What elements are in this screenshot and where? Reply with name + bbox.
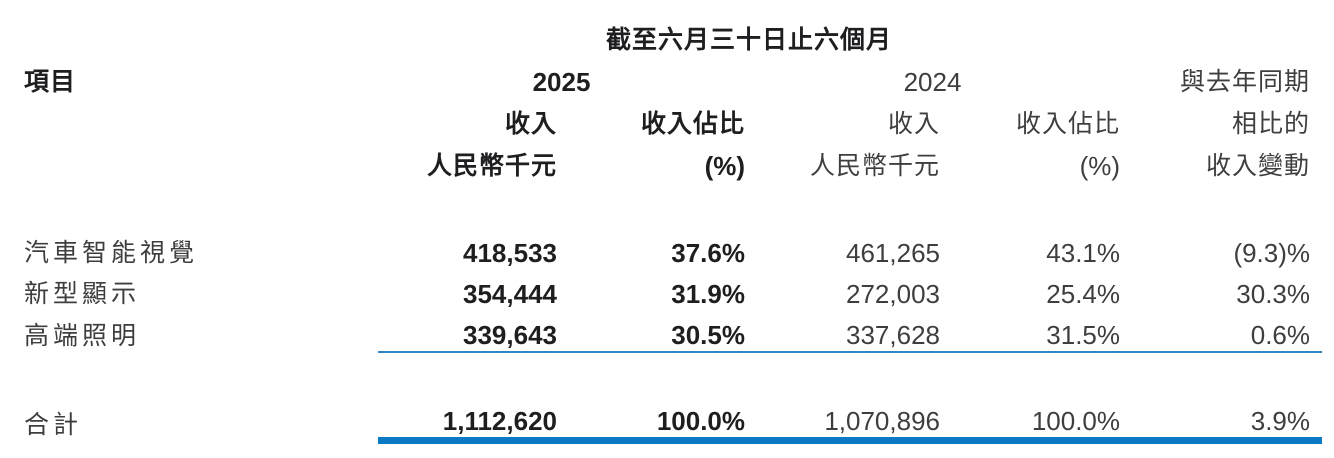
year-header-row: 項目 2025 2024 與去年同期: [24, 56, 1322, 98]
revenue-breakdown-table: 截至六月三十日止六個月 項目 2025 2024 與去年同期 收入 收入佔比 收…: [24, 10, 1323, 444]
revenue-2024-value: 272,003: [846, 279, 940, 309]
segment-label: 高端照明: [24, 322, 141, 350]
change-header-line-2: 相比的: [1232, 110, 1311, 138]
share-2024-value: 25.4%: [1046, 279, 1121, 309]
revenue-2024-value: 461,265: [846, 238, 940, 268]
share-2024-unit: (%): [1079, 151, 1121, 181]
share-2024-value: 43.1%: [1046, 238, 1121, 268]
share-2024-value: 31.5%: [940, 310, 1121, 353]
segment-label: 汽車智能視覺: [24, 239, 199, 267]
revenue-2025-total: 1,112,620: [378, 397, 557, 444]
change-header-line-1: 與去年同期: [1180, 68, 1311, 96]
item-column-header: 項目: [24, 68, 77, 96]
revenue-2024-header: 收入: [887, 110, 940, 138]
table-row-total: 合計 1,112,620 100.0% 1,070,896 100.0% 3.9…: [24, 397, 1323, 444]
change-total: 3.9%: [1120, 397, 1323, 444]
share-2025-total: 100.0%: [557, 397, 745, 444]
revenue-2025-value: 418,533: [463, 238, 557, 268]
segment-label: 新型顯示: [24, 280, 141, 308]
share-2025-value: 30.5%: [557, 310, 745, 353]
share-2024-total: 100.0%: [940, 397, 1121, 444]
revenue-2024-unit: 人民幣千元: [809, 152, 940, 180]
total-label: 合計: [24, 410, 83, 439]
spacer-row: [24, 182, 1322, 228]
period-title: 截至六月三十日止六個月: [606, 26, 893, 54]
share-2025-value: 37.6%: [671, 238, 745, 268]
empty-cell: [1120, 10, 1322, 56]
spacer-row: [24, 352, 1322, 397]
share-2025-header: 收入佔比: [640, 110, 745, 138]
revenue-2025-header: 收入: [504, 110, 557, 138]
year-2024-header: 2024: [903, 67, 962, 97]
table-row-high-end-lighting: 高端照明 339,643 30.5% 337,628 31.5% 0.6%: [24, 310, 1323, 353]
change-header-line-3: 收入變動: [1206, 152, 1311, 180]
table-row-new-display: 新型顯示 354,444 31.9% 272,003 25.4% 30.3%: [24, 269, 1322, 310]
share-2024-header: 收入佔比: [1016, 110, 1121, 138]
empty-cell: [24, 140, 378, 182]
share-2025-unit: (%): [704, 151, 745, 181]
column-header-row: 收入 收入佔比 收入 收入佔比 相比的: [24, 98, 1322, 140]
change-value: (9.3)%: [1233, 238, 1311, 268]
share-2025-value: 31.9%: [671, 279, 745, 309]
year-2025-header: 2025: [532, 67, 591, 97]
empty-cell: [24, 98, 378, 140]
period-title-row: 截至六月三十日止六個月: [24, 10, 1322, 56]
revenue-2025-unit: 人民幣千元: [426, 152, 557, 180]
revenue-2025-value: 354,444: [463, 279, 557, 309]
unit-header-row: 人民幣千元 (%) 人民幣千元 (%) 收入變動: [24, 140, 1322, 182]
revenue-2024-total: 1,070,896: [745, 397, 940, 444]
revenue-2025-value: 339,643: [378, 310, 557, 353]
change-value: 30.3%: [1236, 279, 1311, 309]
revenue-2024-value: 337,628: [745, 310, 940, 353]
table-row-auto-vision: 汽車智能視覺 418,533 37.6% 461,265 43.1% (9.3)…: [24, 228, 1322, 269]
change-value: 0.6%: [1120, 310, 1323, 353]
empty-cell: [24, 10, 378, 56]
